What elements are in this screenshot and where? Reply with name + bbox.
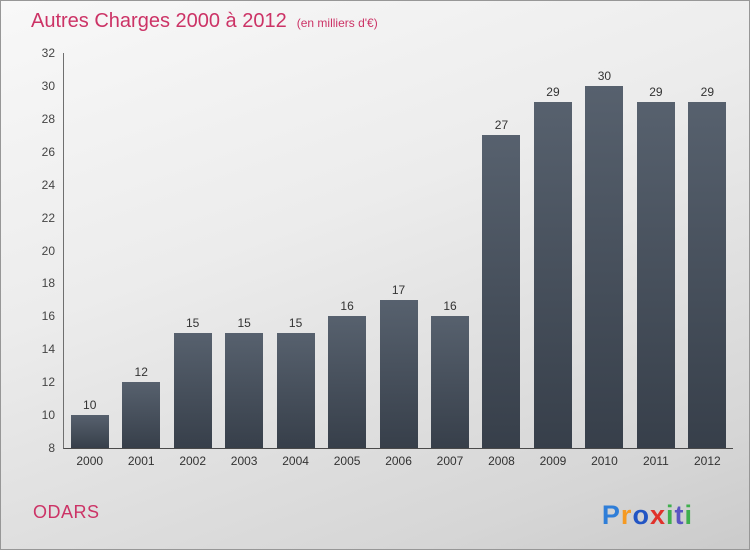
bar-value-label: 17 bbox=[391, 282, 406, 297]
y-tick-label: 24 bbox=[41, 177, 55, 192]
plot-area: 8 10 12 14 16 18 20 22 24 26 28 30 32 10 2000 12 2001 15 2… bbox=[42, 46, 733, 468]
logo-letter: r bbox=[620, 500, 633, 530]
bar-2002 bbox=[173, 332, 212, 448]
x-tick-label: 2003 bbox=[230, 454, 258, 468]
bar-slot: 30 2010 bbox=[579, 53, 630, 468]
chart-title: Autres Charges 2000 à 2012 bbox=[31, 10, 287, 32]
bar-value-label: 29 bbox=[546, 85, 560, 100]
bar-slot: 10 2000 bbox=[64, 53, 115, 468]
y-tick-label: 16 bbox=[41, 309, 55, 324]
x-tick-label: 2012 bbox=[694, 454, 721, 468]
x-tick-label: 2005 bbox=[333, 454, 361, 468]
x-tick-label: 2002 bbox=[179, 454, 207, 468]
x-tick-label: 2009 bbox=[539, 454, 567, 468]
bar-2006 bbox=[379, 299, 418, 448]
logo-letter: o bbox=[632, 500, 650, 530]
bar-value-label: 15 bbox=[288, 315, 303, 330]
logo-letter: i bbox=[665, 500, 675, 530]
chart-header: Autres Charges 2000 à 2012 (en milliers … bbox=[31, 10, 378, 33]
bar-slot: 27 2008 bbox=[476, 53, 527, 468]
logo-letter: P bbox=[601, 500, 621, 530]
bar-2003 bbox=[225, 332, 264, 448]
bar-slot: 17 2006 bbox=[373, 53, 424, 468]
bar-slot: 15 2003 bbox=[218, 53, 269, 468]
y-tick-label: 10 bbox=[41, 408, 55, 423]
bar-2001 bbox=[122, 382, 161, 448]
logo-letter: i bbox=[684, 500, 693, 530]
y-tick-label: 26 bbox=[41, 144, 55, 159]
chart-subtitle: (en milliers d'€) bbox=[296, 16, 378, 30]
bar-value-label: 29 bbox=[700, 85, 715, 100]
y-tick-label: 12 bbox=[41, 375, 55, 390]
bar-slot: 16 2007 bbox=[424, 53, 475, 468]
y-tick-label: 30 bbox=[41, 78, 55, 93]
bar-2009 bbox=[533, 102, 572, 448]
bar-2004 bbox=[276, 332, 315, 448]
bar-value-label: 29 bbox=[649, 85, 663, 100]
x-tick-label: 2000 bbox=[76, 454, 104, 468]
bar-value-label: 16 bbox=[443, 299, 457, 314]
bar-2000 bbox=[70, 415, 109, 448]
bar-value-label: 15 bbox=[237, 315, 251, 330]
x-tick-label: 2001 bbox=[127, 454, 155, 468]
bar-slot: 12 2001 bbox=[115, 53, 166, 468]
bar-slot: 15 2002 bbox=[167, 53, 218, 468]
bar-value-label: 27 bbox=[494, 118, 509, 133]
bar-2007 bbox=[431, 316, 470, 448]
x-tick-label: 2004 bbox=[282, 454, 309, 468]
y-tick-label: 8 bbox=[48, 441, 55, 455]
x-tick-label: 2008 bbox=[488, 454, 515, 468]
x-tick-label: 2007 bbox=[436, 454, 464, 468]
bar-2012 bbox=[688, 102, 727, 448]
bar-slot: 29 2011 bbox=[630, 53, 681, 468]
y-tick-label: 14 bbox=[41, 342, 55, 357]
y-tick-label: 18 bbox=[41, 276, 55, 291]
bar-2011 bbox=[636, 102, 675, 448]
x-tick-label: 2006 bbox=[385, 454, 412, 468]
bar-value-label: 16 bbox=[340, 299, 354, 314]
bar-2008 bbox=[482, 135, 521, 448]
y-tick-label: 28 bbox=[41, 111, 55, 126]
bar-slot: 29 2012 bbox=[682, 53, 733, 468]
bar-value-label: 10 bbox=[83, 398, 97, 413]
bar-2010 bbox=[585, 85, 624, 448]
bar-value-label: 15 bbox=[185, 315, 200, 330]
company-name: ODARS bbox=[33, 502, 100, 522]
bar-slot: 16 2005 bbox=[321, 53, 372, 468]
logo-letter: x bbox=[649, 500, 666, 530]
bar-value-label: 30 bbox=[597, 68, 612, 83]
bar-2005 bbox=[328, 316, 367, 448]
proxiti-logo: Proxiti bbox=[602, 500, 693, 531]
bar-slot: 29 2009 bbox=[527, 53, 578, 468]
y-tick-label: 32 bbox=[41, 46, 55, 60]
x-tick-label: 2011 bbox=[642, 454, 669, 468]
y-tick-label: 20 bbox=[41, 243, 55, 258]
logo-letter: t bbox=[674, 500, 685, 530]
bar-value-label: 12 bbox=[134, 365, 148, 380]
y-tick-label: 22 bbox=[41, 210, 55, 225]
bar-slot: 15 2004 bbox=[270, 53, 321, 468]
x-tick-label: 2010 bbox=[591, 454, 618, 468]
